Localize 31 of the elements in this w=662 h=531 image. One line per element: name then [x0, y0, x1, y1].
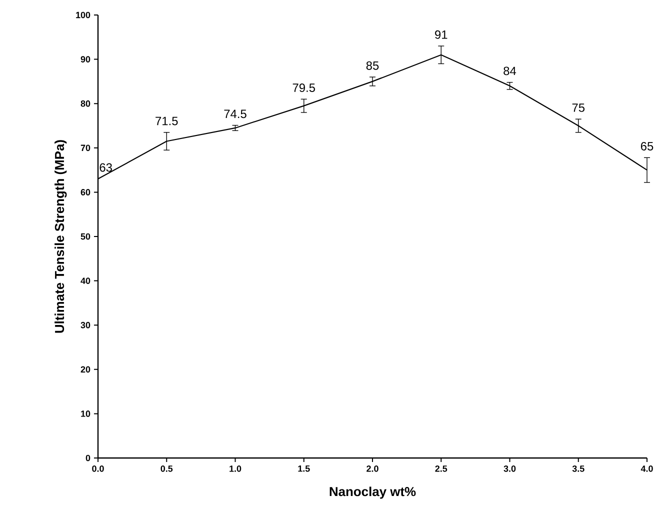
data-label: 63 [100, 163, 112, 172]
data-label: 65 [640, 142, 654, 150]
x-tick-label: 0.0 [92, 466, 104, 472]
data-label: 85 [366, 61, 379, 70]
y-axis-title: Ultimate Tensile Strength (MPa) [54, 140, 67, 333]
x-tick-label: 2.0 [366, 466, 378, 472]
y-tick-label: 10 [81, 410, 90, 417]
x-tick-label: 3.5 [572, 466, 584, 472]
x-tick-label: 1.5 [298, 466, 310, 472]
x-tick-label: 3.0 [504, 466, 516, 472]
y-tick-label: 40 [80, 278, 90, 284]
x-tick-label: 0.5 [160, 466, 173, 472]
data-label: 71.5 [156, 116, 178, 126]
y-tick-label: 70 [80, 144, 90, 152]
y-tick-label: 20 [80, 366, 90, 373]
data-label: 84 [504, 66, 516, 76]
data-label: 74.5 [224, 110, 246, 118]
data-label: 91 [435, 30, 448, 39]
y-tick-label: 90 [80, 56, 90, 62]
x-tick-label: 4.0 [640, 466, 653, 472]
y-tick-label: 50 [80, 233, 90, 240]
y-tick-label: 30 [80, 322, 90, 328]
y-tick-label: 0 [86, 454, 90, 462]
data-label: 79.5 [292, 84, 315, 92]
x-axis-title: Nanoclay wt% [330, 486, 416, 499]
x-tick-label: 1.0 [230, 466, 242, 472]
y-tick-label: 100 [76, 12, 90, 18]
y-tick-label: 80 [80, 100, 90, 107]
x-tick-label: 2.5 [435, 466, 448, 472]
y-tick-label: 60 [80, 189, 90, 196]
data-label: 75 [572, 104, 585, 112]
